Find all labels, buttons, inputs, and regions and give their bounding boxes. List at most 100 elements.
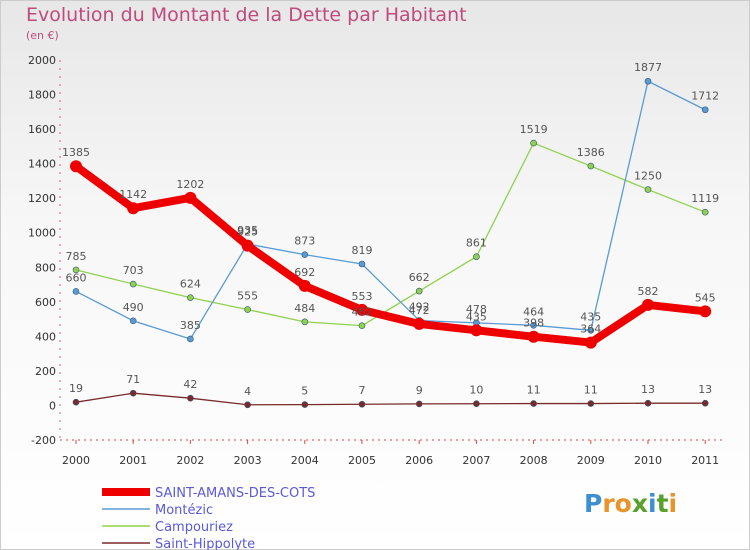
data-point <box>587 162 595 170</box>
proxiti-logo: Proxiti <box>584 489 677 518</box>
legend: SAINT-AMANS-DES-COTS Montézic Campouriez Sa… <box>102 486 315 550</box>
data-label: 935 <box>237 224 258 237</box>
data-point <box>701 399 709 407</box>
data-label: 10 <box>469 384 483 397</box>
data-label: 492 <box>409 300 430 313</box>
logo-letter: P <box>584 489 603 518</box>
data-point <box>72 266 80 274</box>
y-tick-label: 1600 <box>28 123 56 136</box>
data-point <box>473 400 480 408</box>
axes: -200 0 200 400 600 800 1000 1200 1400 1600 1800 200… <box>28 54 725 467</box>
data-label: 71 <box>126 373 140 386</box>
data-label: 1712 <box>691 90 719 103</box>
data-point <box>356 303 368 316</box>
data-label: 484 <box>294 302 315 315</box>
y-tick-label: 1200 <box>28 192 56 205</box>
logo-letter: o <box>614 489 632 518</box>
data-point <box>587 327 595 334</box>
data-label: 398 <box>523 317 544 330</box>
data-label: 11 <box>584 384 598 397</box>
chart-title: Evolution du Montant de la Dette par Hab… <box>26 4 467 26</box>
data-label: 478 <box>466 303 487 316</box>
data-point <box>70 160 82 173</box>
data-point <box>72 398 80 406</box>
data-label: 624 <box>180 278 201 291</box>
data-point <box>127 202 140 215</box>
data-label: 785 <box>66 250 87 263</box>
data-label: 925 <box>237 226 258 239</box>
data-label: 42 <box>183 378 197 391</box>
data-point <box>701 106 709 114</box>
data-point <box>129 317 137 325</box>
data-label: 7 <box>359 384 366 397</box>
x-tick-label: 2011 <box>691 454 719 467</box>
y-tick-label: 1400 <box>28 158 56 171</box>
y-tick-label: 800 <box>35 261 56 274</box>
data-point <box>358 400 366 408</box>
data-label: 1519 <box>520 123 548 136</box>
series-line-1 <box>75 80 706 340</box>
data-point <box>527 330 540 343</box>
data-label: 819 <box>352 244 373 257</box>
data-label: 1250 <box>634 170 662 183</box>
data-label: 555 <box>237 290 258 303</box>
series-line-3 <box>75 392 706 406</box>
data-point <box>358 322 366 329</box>
y-tick-label: -200 <box>31 434 56 447</box>
logo-letter: i <box>668 489 678 518</box>
y-tick-label: 400 <box>35 330 56 343</box>
data-label: 364 <box>580 323 601 336</box>
data-point <box>187 394 194 402</box>
data-point <box>187 335 194 343</box>
x-tick-label: 2009 <box>577 454 605 467</box>
data-label: 553 <box>352 290 373 303</box>
x-tick-label: 2003 <box>234 454 262 467</box>
data-label: 472 <box>409 304 430 317</box>
y-tick-label: 0 <box>49 399 56 412</box>
data-point <box>415 400 423 408</box>
data-point <box>644 77 652 85</box>
y-tick-label: 1000 <box>28 227 56 240</box>
x-tick-label: 2010 <box>634 454 662 467</box>
data-point <box>301 251 309 258</box>
data-label: 861 <box>466 237 487 250</box>
data-label: 490 <box>123 301 144 314</box>
data-point <box>642 298 654 311</box>
data-label: 435 <box>466 310 487 323</box>
chart-subtitle: (en €) <box>26 29 59 42</box>
data-point <box>473 253 480 261</box>
data-point <box>187 294 194 301</box>
data-label: 4 <box>244 385 251 398</box>
data-point <box>244 306 251 313</box>
x-tick-label: 2001 <box>119 454 147 467</box>
data-label: 435 <box>580 310 601 323</box>
data-point <box>470 324 483 337</box>
data-point <box>298 279 311 292</box>
legend-label: Saint-Hippolyte <box>155 537 255 550</box>
data-point <box>587 400 595 407</box>
logo-letter: t <box>656 489 669 518</box>
data-label: 13 <box>698 383 712 396</box>
data-point <box>129 389 137 397</box>
data-label: 1202 <box>176 178 204 191</box>
y-tick-label: 200 <box>35 365 56 378</box>
y-tick-label: 1800 <box>28 89 56 102</box>
data-label: 1386 <box>577 146 605 159</box>
data-label: 13 <box>641 383 655 396</box>
series-line-2 <box>75 142 706 327</box>
x-tick-label: 2004 <box>291 454 319 467</box>
data-label: 5 <box>301 385 308 398</box>
x-tick-label: 2000 <box>62 454 90 467</box>
data-point <box>584 336 597 349</box>
logo-letter: i <box>648 489 657 518</box>
series-lines <box>70 77 712 409</box>
data-label: 1142 <box>119 188 147 201</box>
data-label: 1385 <box>62 146 90 159</box>
data-point <box>184 191 197 204</box>
data-point <box>699 305 712 318</box>
x-tick-label: 2005 <box>348 454 376 467</box>
data-point <box>413 317 426 330</box>
